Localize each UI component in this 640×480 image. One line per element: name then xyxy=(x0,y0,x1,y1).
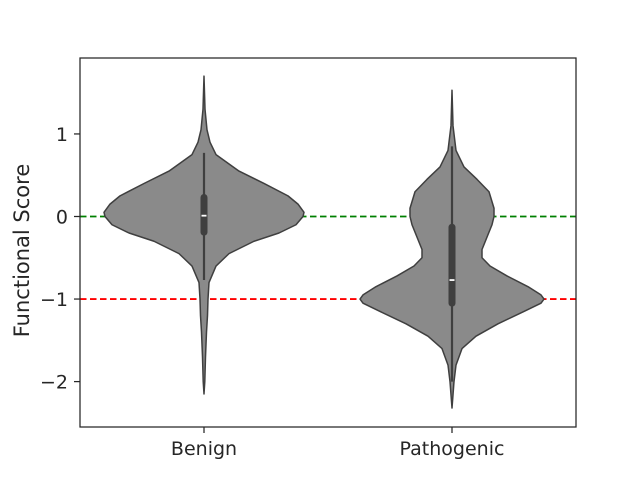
y-tick-label: 1 xyxy=(56,124,68,146)
violins xyxy=(103,75,545,409)
plot-frame xyxy=(79,57,577,428)
y-axis-label: Functional Score xyxy=(10,164,34,338)
x-axis: Benign Pathogenic xyxy=(171,427,505,460)
x-tick-label: Pathogenic xyxy=(400,438,505,460)
x-tick-label: Benign xyxy=(171,438,237,460)
y-tick-label: −1 xyxy=(40,289,68,311)
y-tick-label: 0 xyxy=(56,206,68,228)
y-axis: 1 0 −1 −2 xyxy=(40,124,80,394)
y-tick-label: −2 xyxy=(40,372,68,394)
